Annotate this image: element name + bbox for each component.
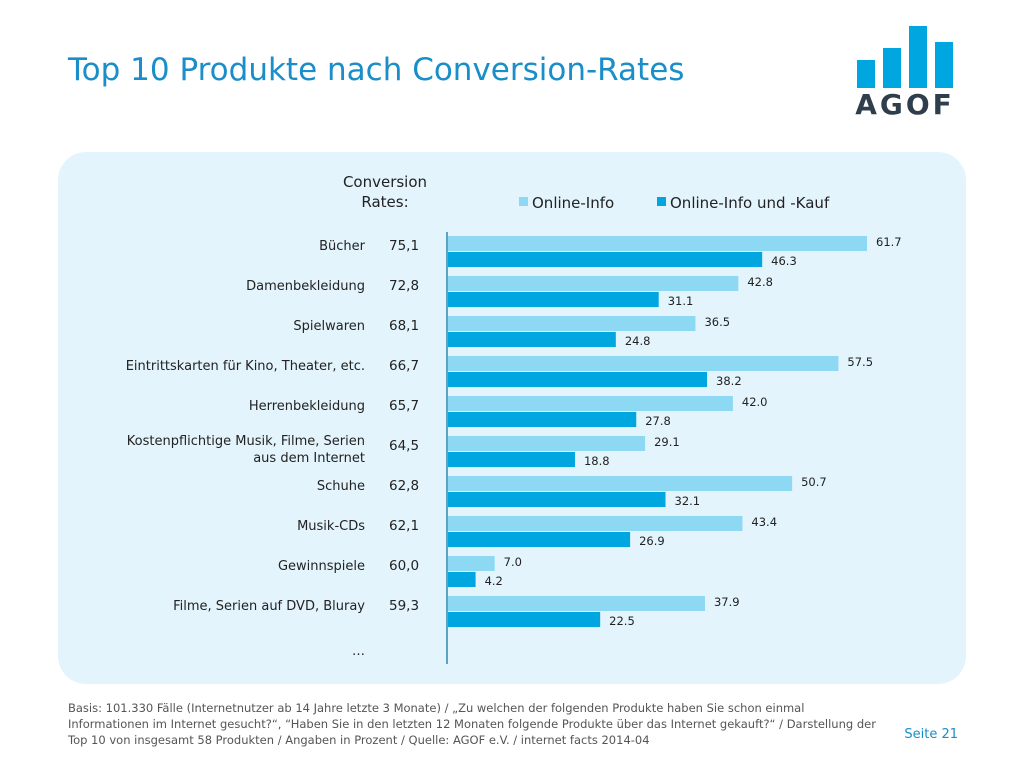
legend-swatch-2 <box>657 197 666 206</box>
data-label: 22.5 <box>609 614 635 628</box>
conversion-rate-value: 59,3 <box>389 598 419 614</box>
bar-online-info <box>447 436 646 451</box>
data-label: 61.7 <box>876 235 902 249</box>
conversion-rate-value: 64,5 <box>389 438 419 454</box>
logo-bar-2 <box>883 48 901 88</box>
bar-online-info <box>447 596 705 611</box>
data-label: 31.1 <box>668 294 694 308</box>
bar-online-info <box>447 316 696 331</box>
bar-online-info <box>447 276 739 291</box>
category-label: Spielwaren <box>293 319 365 334</box>
category-ellipsis: … <box>352 644 365 659</box>
conversion-rate-value: 62,1 <box>389 518 419 534</box>
legend-label-1: Online-Info <box>532 194 614 212</box>
conversion-rate-value: 60,0 <box>389 558 419 574</box>
bar-online-info-kauf <box>447 612 601 627</box>
category-label: Kostenpflichtige Musik, Filme, Serien <box>127 434 365 449</box>
bar-online-info <box>447 556 495 571</box>
data-label: 29.1 <box>654 435 680 449</box>
bar-online-info-kauf <box>447 252 763 267</box>
conversion-rate-value: 72,8 <box>389 278 419 294</box>
bar-online-info-kauf <box>447 572 476 587</box>
bar-online-info-kauf <box>447 372 708 387</box>
bar-online-info-kauf <box>447 532 631 547</box>
conversion-rates-header: Rates: <box>361 193 408 211</box>
conversion-rate-value: 75,1 <box>389 238 419 254</box>
data-label: 43.4 <box>751 515 777 529</box>
data-label: 36.5 <box>704 315 730 329</box>
category-label: Bücher <box>319 239 366 254</box>
conversion-rate-value: 62,8 <box>389 478 419 494</box>
data-label: 18.8 <box>584 454 610 468</box>
bar-online-info <box>447 356 839 371</box>
data-label: 46.3 <box>771 254 797 268</box>
category-label: Damenbekleidung <box>246 279 365 294</box>
data-label: 27.8 <box>645 414 671 428</box>
conversion-rate-value: 68,1 <box>389 318 419 334</box>
bar-online-info-kauf <box>447 452 575 467</box>
data-label: 42.0 <box>742 395 768 409</box>
bar-online-info <box>447 396 733 411</box>
data-label: 24.8 <box>625 334 651 348</box>
footnote: Basis: 101.330 Fälle (Internetnutzer ab … <box>68 701 876 747</box>
legend-swatch-1 <box>519 197 528 206</box>
conversion-rate-value: 65,7 <box>389 398 419 414</box>
data-label: 32.1 <box>675 494 701 508</box>
page-title: Top 10 Produkte nach Conversion-Rates <box>68 52 685 88</box>
conversion-rate-value: 66,7 <box>389 358 419 374</box>
data-label: 26.9 <box>639 534 665 548</box>
category-label: Schuhe <box>317 479 365 494</box>
agof-logo-icon <box>857 26 953 88</box>
legend-label-2: Online-Info und -Kauf <box>670 194 830 212</box>
category-label: Eintrittskarten für Kino, Theater, etc. <box>126 359 365 374</box>
category-label: Musik-CDs <box>297 519 365 534</box>
data-label: 42.8 <box>747 275 773 289</box>
category-label: Herrenbekleidung <box>249 399 365 414</box>
bar-online-info <box>447 476 793 491</box>
bar-online-info <box>447 516 743 531</box>
logo-bar-4 <box>935 42 953 88</box>
bar-online-info-kauf <box>447 412 637 427</box>
data-label: 57.5 <box>847 355 873 369</box>
category-label: Gewinnspiele <box>278 559 365 574</box>
data-label: 7.0 <box>504 555 522 569</box>
logo-text: AGOF <box>855 88 955 121</box>
data-label: 38.2 <box>716 374 742 388</box>
bar-online-info-kauf <box>447 492 666 507</box>
data-label: 37.9 <box>714 595 740 609</box>
page-number: Seite 21 <box>904 727 958 742</box>
data-label: 4.2 <box>485 574 503 588</box>
logo-bar-1 <box>857 60 875 88</box>
bar-online-info <box>447 236 867 251</box>
bar-online-info-kauf <box>447 332 616 347</box>
logo-bar-3 <box>909 26 927 88</box>
category-label: aus dem Internet <box>253 451 365 466</box>
data-label: 50.7 <box>801 475 827 489</box>
bar-online-info-kauf <box>447 292 659 307</box>
conversion-rates-header: Conversion <box>343 173 427 191</box>
category-label: Filme, Serien auf DVD, Bluray <box>173 599 365 614</box>
